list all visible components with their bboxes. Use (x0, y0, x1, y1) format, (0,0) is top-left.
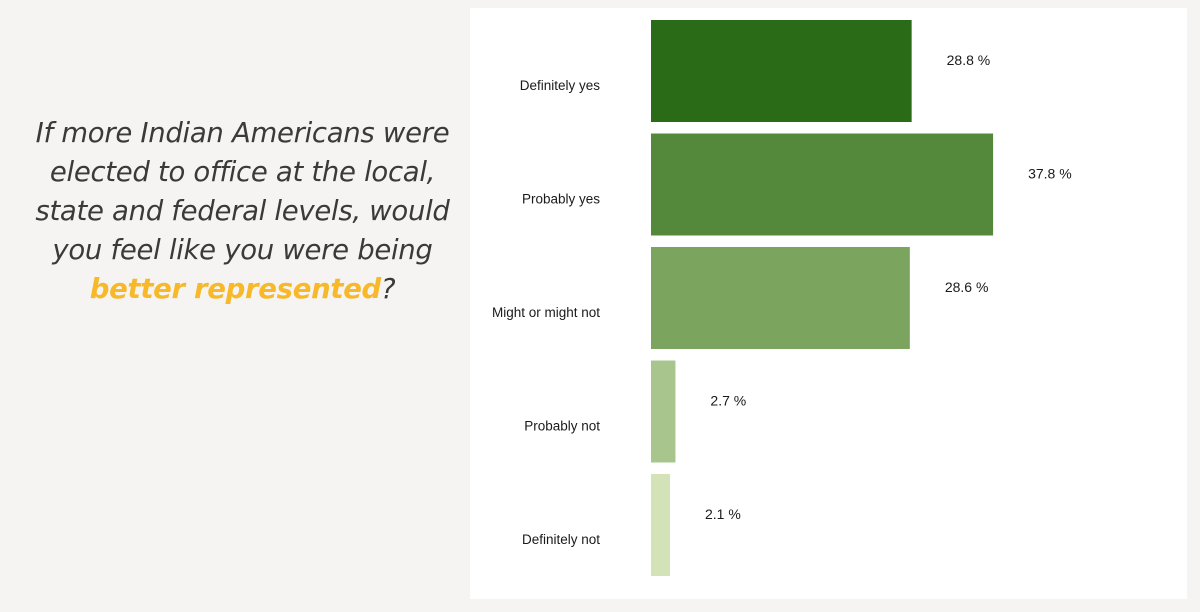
category-label: Definitely yes (520, 78, 601, 93)
category-label: Probably yes (522, 192, 600, 207)
bar-definitely-yes (651, 20, 912, 122)
question-text: If more Indian Americans were elected to… (35, 117, 450, 266)
chart-panel: Definitely yes 28.8 % Probably yes 37.8 % Mi… (470, 8, 1187, 599)
question-mark: ? (380, 273, 396, 305)
category-label: Probably not (524, 419, 600, 434)
bar-might-or-might-not (651, 247, 910, 349)
value-label: 28.6 % (945, 279, 989, 295)
bar-probably-not (651, 360, 676, 463)
value-label: 2.1 % (705, 506, 741, 522)
value-label: 2.7 % (710, 393, 746, 409)
bar-chart: Definitely yes 28.8 % Probably yes 37.8 % Mi… (492, 20, 1072, 576)
value-label: 37.8 % (1028, 166, 1072, 182)
survey-question: If more Indian Americans were elected to… (20, 114, 465, 309)
category-label: Definitely not (522, 532, 600, 547)
question-highlight: better represented (89, 273, 382, 305)
value-label: 28.8 % (947, 52, 991, 68)
bar-probably-yes (651, 133, 994, 236)
bar-definitely-not (651, 474, 671, 576)
category-label: Might or might not (492, 305, 600, 320)
